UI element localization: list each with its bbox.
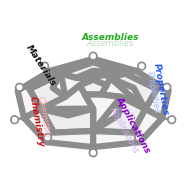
Polygon shape — [93, 109, 162, 147]
Polygon shape — [18, 71, 61, 118]
Polygon shape — [61, 74, 93, 97]
Text: Properties: Properties — [152, 62, 170, 116]
Polygon shape — [110, 74, 157, 109]
Polygon shape — [76, 74, 125, 85]
Circle shape — [16, 84, 23, 91]
Text: Chemistry: Chemistry — [27, 96, 45, 148]
Text: Applications: Applications — [108, 105, 140, 154]
Text: Chemistry: Chemistry — [36, 95, 52, 139]
Polygon shape — [41, 109, 93, 133]
Polygon shape — [80, 80, 107, 94]
Text: Materials: Materials — [24, 44, 58, 89]
Polygon shape — [50, 59, 136, 74]
Text: Properties: Properties — [145, 71, 161, 115]
Circle shape — [11, 116, 18, 123]
Polygon shape — [125, 71, 169, 118]
Circle shape — [89, 149, 97, 156]
Circle shape — [163, 84, 171, 91]
Circle shape — [168, 116, 175, 123]
Circle shape — [41, 62, 48, 70]
Circle shape — [138, 62, 146, 70]
Circle shape — [44, 134, 51, 141]
Circle shape — [135, 134, 142, 141]
Text: Assemblies: Assemblies — [86, 39, 134, 48]
Circle shape — [89, 52, 97, 60]
Polygon shape — [102, 78, 145, 109]
Polygon shape — [93, 97, 145, 133]
Polygon shape — [29, 74, 65, 109]
Polygon shape — [24, 109, 93, 147]
Text: Assemblies: Assemblies — [81, 33, 139, 42]
Text: Applications: Applications — [114, 95, 152, 155]
Polygon shape — [41, 85, 93, 109]
Polygon shape — [85, 94, 121, 131]
Polygon shape — [61, 62, 125, 78]
